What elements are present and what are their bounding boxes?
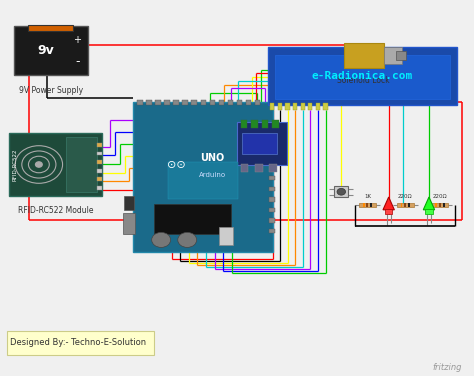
Bar	[396, 51, 406, 61]
Bar	[397, 203, 414, 207]
Bar	[269, 208, 275, 212]
Bar	[123, 213, 135, 234]
Bar	[262, 120, 268, 128]
Bar	[308, 103, 312, 110]
Bar	[124, 196, 134, 210]
Text: Arduino: Arduino	[199, 172, 226, 178]
Bar	[173, 100, 179, 105]
Bar	[275, 55, 450, 99]
Bar	[255, 100, 260, 105]
Bar	[425, 209, 433, 214]
Bar	[97, 186, 102, 190]
Polygon shape	[383, 197, 394, 210]
Bar	[164, 100, 170, 105]
Bar	[241, 120, 247, 128]
Bar	[269, 229, 275, 233]
Text: +: +	[73, 35, 81, 45]
Text: fritzing: fritzing	[433, 363, 462, 372]
Text: 220Ω: 220Ω	[433, 194, 447, 199]
Bar	[323, 103, 328, 110]
Bar	[366, 203, 368, 207]
Bar	[241, 164, 248, 172]
Bar	[269, 187, 275, 191]
Bar	[191, 100, 197, 105]
Text: e-Radionica.com: e-Radionica.com	[312, 71, 413, 81]
Bar	[401, 203, 402, 207]
Bar	[146, 100, 152, 105]
Bar	[269, 164, 277, 172]
Bar	[246, 100, 251, 105]
Text: Solenoid Lock: Solenoid Lock	[337, 76, 390, 85]
Bar	[255, 164, 263, 172]
Bar	[242, 133, 277, 154]
Bar	[443, 203, 445, 207]
Bar	[97, 169, 102, 173]
Bar	[370, 203, 372, 207]
Text: 9V Power Supply: 9V Power Supply	[19, 86, 83, 95]
Bar	[269, 218, 275, 223]
Bar	[384, 47, 402, 64]
Bar	[14, 26, 88, 75]
Text: 1K: 1K	[364, 194, 371, 199]
Circle shape	[36, 162, 42, 167]
Bar	[228, 100, 233, 105]
Bar	[293, 103, 297, 110]
Bar	[439, 203, 441, 207]
Bar	[359, 203, 376, 207]
Bar	[408, 203, 410, 207]
Bar	[28, 25, 73, 31]
Bar	[237, 100, 242, 105]
Text: ⊙⊙: ⊙⊙	[167, 161, 186, 170]
Text: 220Ω: 220Ω	[398, 194, 412, 199]
Bar	[155, 100, 161, 105]
Bar	[97, 160, 102, 164]
Bar	[301, 103, 305, 110]
Bar	[285, 103, 290, 110]
Circle shape	[178, 232, 197, 247]
Bar	[385, 209, 392, 214]
Bar	[272, 120, 279, 128]
Bar	[97, 177, 102, 181]
Bar	[210, 100, 215, 105]
Bar	[270, 103, 274, 110]
Bar	[316, 103, 320, 110]
Bar	[201, 100, 206, 105]
Bar	[137, 100, 143, 105]
Bar	[219, 100, 224, 105]
Bar	[66, 137, 97, 192]
Bar	[237, 122, 287, 165]
Bar	[431, 203, 448, 207]
Text: Designed By:- Techno-E-Solution: Designed By:- Techno-E-Solution	[10, 338, 146, 347]
Bar	[344, 43, 384, 68]
Bar	[133, 102, 273, 252]
Bar	[168, 162, 237, 199]
Circle shape	[337, 188, 346, 195]
Bar	[219, 227, 233, 245]
Bar	[278, 103, 282, 110]
Polygon shape	[423, 197, 435, 210]
Bar	[7, 331, 154, 355]
Bar	[251, 120, 258, 128]
Bar	[154, 204, 230, 234]
Bar	[404, 203, 406, 207]
Text: -: -	[75, 55, 80, 68]
Bar	[269, 176, 275, 180]
Text: 9v: 9v	[38, 44, 55, 57]
Bar	[363, 203, 365, 207]
Circle shape	[152, 232, 171, 247]
Bar	[97, 143, 102, 147]
Bar	[182, 100, 188, 105]
Bar	[268, 47, 457, 105]
Text: RFID-RC522 Module: RFID-RC522 Module	[18, 206, 93, 215]
Bar	[435, 203, 437, 207]
Text: UNO: UNO	[200, 153, 224, 163]
Text: RFID-RC522: RFID-RC522	[13, 148, 18, 181]
Bar	[334, 186, 348, 197]
Bar	[97, 152, 102, 155]
Bar	[9, 133, 102, 196]
Bar	[269, 197, 275, 202]
